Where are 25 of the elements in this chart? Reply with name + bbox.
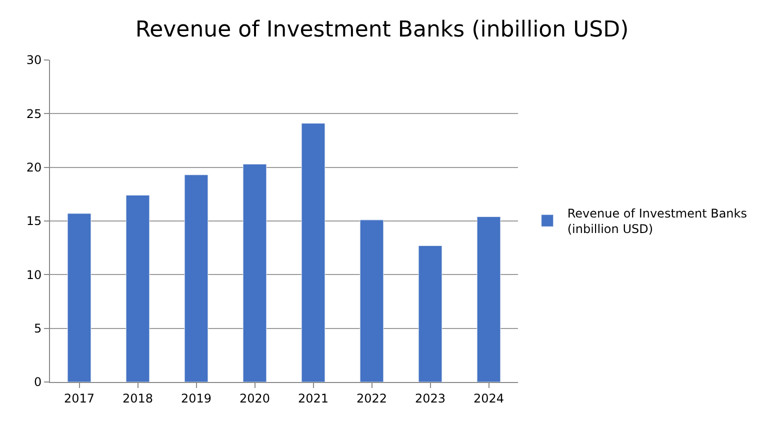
bar bbox=[184, 174, 208, 382]
x-tick-label: 2024 bbox=[473, 391, 504, 406]
bar bbox=[476, 216, 501, 382]
y-tick-label: 5 bbox=[34, 322, 42, 336]
y-tick-label: 20 bbox=[26, 160, 42, 175]
x-tick-label: 2023 bbox=[414, 391, 446, 406]
chart-title: Revenue of Investment Banks (inbillion USD) bbox=[135, 18, 629, 42]
x-tick-label: 2021 bbox=[298, 391, 329, 406]
x-tick-label: 2022 bbox=[356, 391, 388, 406]
x-tick-label: 2018 bbox=[122, 391, 154, 406]
x-tick-label: 2017 bbox=[64, 391, 95, 406]
bar bbox=[67, 213, 92, 382]
x-tick-label: 2019 bbox=[180, 391, 212, 406]
legend-label: Revenue of Investment Banks (inbillion USD) bbox=[567, 206, 747, 236]
y-tick-label: 0 bbox=[34, 375, 42, 390]
bar bbox=[418, 245, 442, 382]
y-tick-label: 30 bbox=[26, 53, 42, 68]
y-tick-label: 25 bbox=[26, 106, 42, 121]
bar bbox=[301, 123, 326, 382]
bar bbox=[242, 164, 267, 382]
bar bbox=[126, 194, 150, 382]
x-tick-label: 2020 bbox=[239, 391, 270, 406]
y-tick-label: 15 bbox=[26, 214, 42, 228]
bar bbox=[360, 220, 384, 382]
y-tick-label: 10 bbox=[26, 268, 42, 282]
